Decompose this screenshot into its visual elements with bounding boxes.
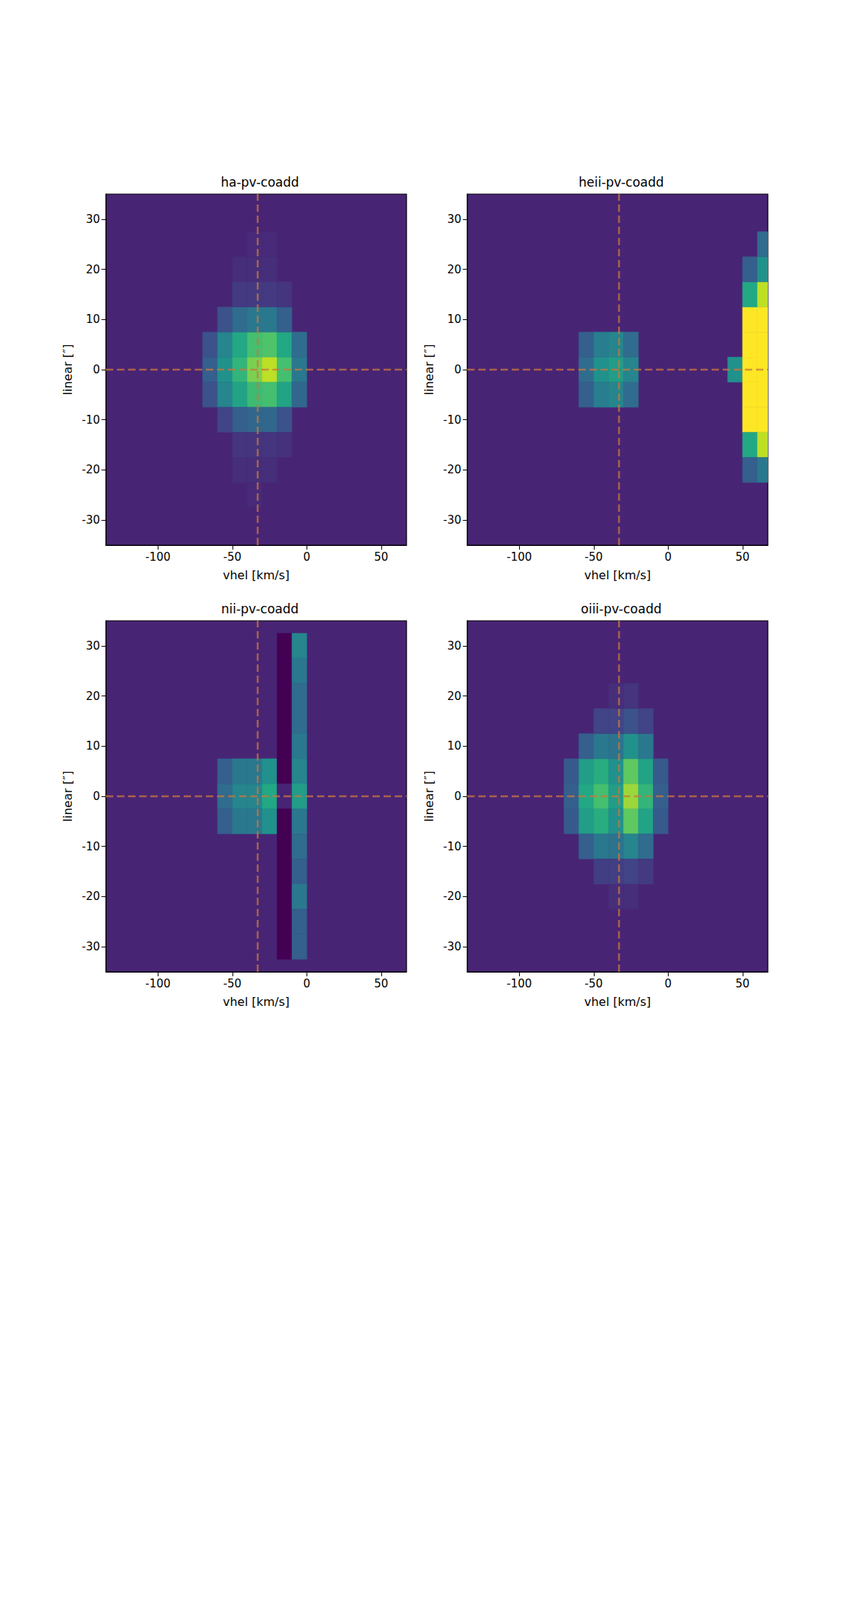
svg-text:0: 0: [664, 550, 673, 564]
svg-text:vhel [km/s]: vhel [km/s]: [222, 994, 290, 1009]
svg-text:0: 0: [303, 550, 311, 564]
svg-text:50: 50: [373, 976, 388, 990]
svg-text:-10: -10: [443, 413, 463, 427]
svg-text:0: 0: [303, 976, 311, 990]
svg-text:-30: -30: [443, 513, 463, 527]
svg-text:20: 20: [85, 689, 100, 703]
svg-text:-20: -20: [82, 462, 101, 477]
svg-text:vhel [km/s]: vhel [km/s]: [584, 567, 651, 582]
svg-text:30: 30: [85, 639, 100, 653]
svg-text:20: 20: [447, 689, 462, 703]
svg-text:-100: -100: [145, 976, 171, 990]
svg-text:10: 10: [85, 312, 100, 326]
svg-text:-10: -10: [82, 413, 101, 427]
svg-text:vhel [km/s]: vhel [km/s]: [222, 567, 290, 582]
svg-text:-20: -20: [443, 462, 463, 477]
svg-text:linear [″]: linear [″]: [422, 344, 437, 396]
svg-text:-30: -30: [82, 939, 101, 953]
svg-text:-20: -20: [443, 889, 463, 903]
svg-text:-10: -10: [443, 839, 463, 853]
svg-text:-30: -30: [443, 939, 463, 953]
svg-text:oiii-pv-coadd: oiii-pv-coadd: [581, 601, 662, 617]
svg-text:30: 30: [85, 212, 100, 226]
svg-text:30: 30: [447, 212, 462, 226]
svg-text:ha-pv-coadd: ha-pv-coadd: [220, 174, 300, 190]
svg-text:0: 0: [453, 362, 462, 377]
svg-text:10: 10: [447, 738, 462, 753]
svg-text:30: 30: [447, 639, 462, 653]
svg-text:-100: -100: [506, 976, 532, 990]
svg-text:linear [″]: linear [″]: [60, 344, 75, 396]
svg-text:nii-pv-coadd: nii-pv-coadd: [221, 601, 300, 617]
svg-text:50: 50: [735, 976, 750, 990]
svg-text:-20: -20: [82, 889, 101, 903]
svg-text:20: 20: [85, 262, 100, 277]
svg-text:20: 20: [447, 262, 462, 277]
svg-text:heii-pv-coadd: heii-pv-coadd: [578, 174, 664, 190]
svg-text:10: 10: [447, 312, 462, 326]
svg-text:-100: -100: [506, 550, 532, 564]
svg-text:-100: -100: [145, 550, 171, 564]
svg-text:0: 0: [92, 362, 100, 377]
svg-text:linear [″]: linear [″]: [60, 770, 75, 822]
svg-text:50: 50: [373, 550, 388, 564]
svg-text:vhel [km/s]: vhel [km/s]: [584, 994, 651, 1009]
svg-text:10: 10: [85, 738, 100, 753]
svg-text:-50: -50: [584, 976, 604, 990]
svg-text:-50: -50: [584, 550, 604, 564]
svg-text:-10: -10: [82, 839, 101, 853]
svg-text:-50: -50: [223, 976, 243, 990]
svg-text:0: 0: [453, 789, 462, 803]
svg-text:-50: -50: [223, 550, 243, 564]
svg-text:0: 0: [92, 789, 100, 803]
svg-text:50: 50: [735, 550, 750, 564]
svg-text:0: 0: [664, 976, 673, 990]
svg-text:-30: -30: [82, 513, 101, 527]
svg-text:linear [″]: linear [″]: [422, 770, 437, 822]
